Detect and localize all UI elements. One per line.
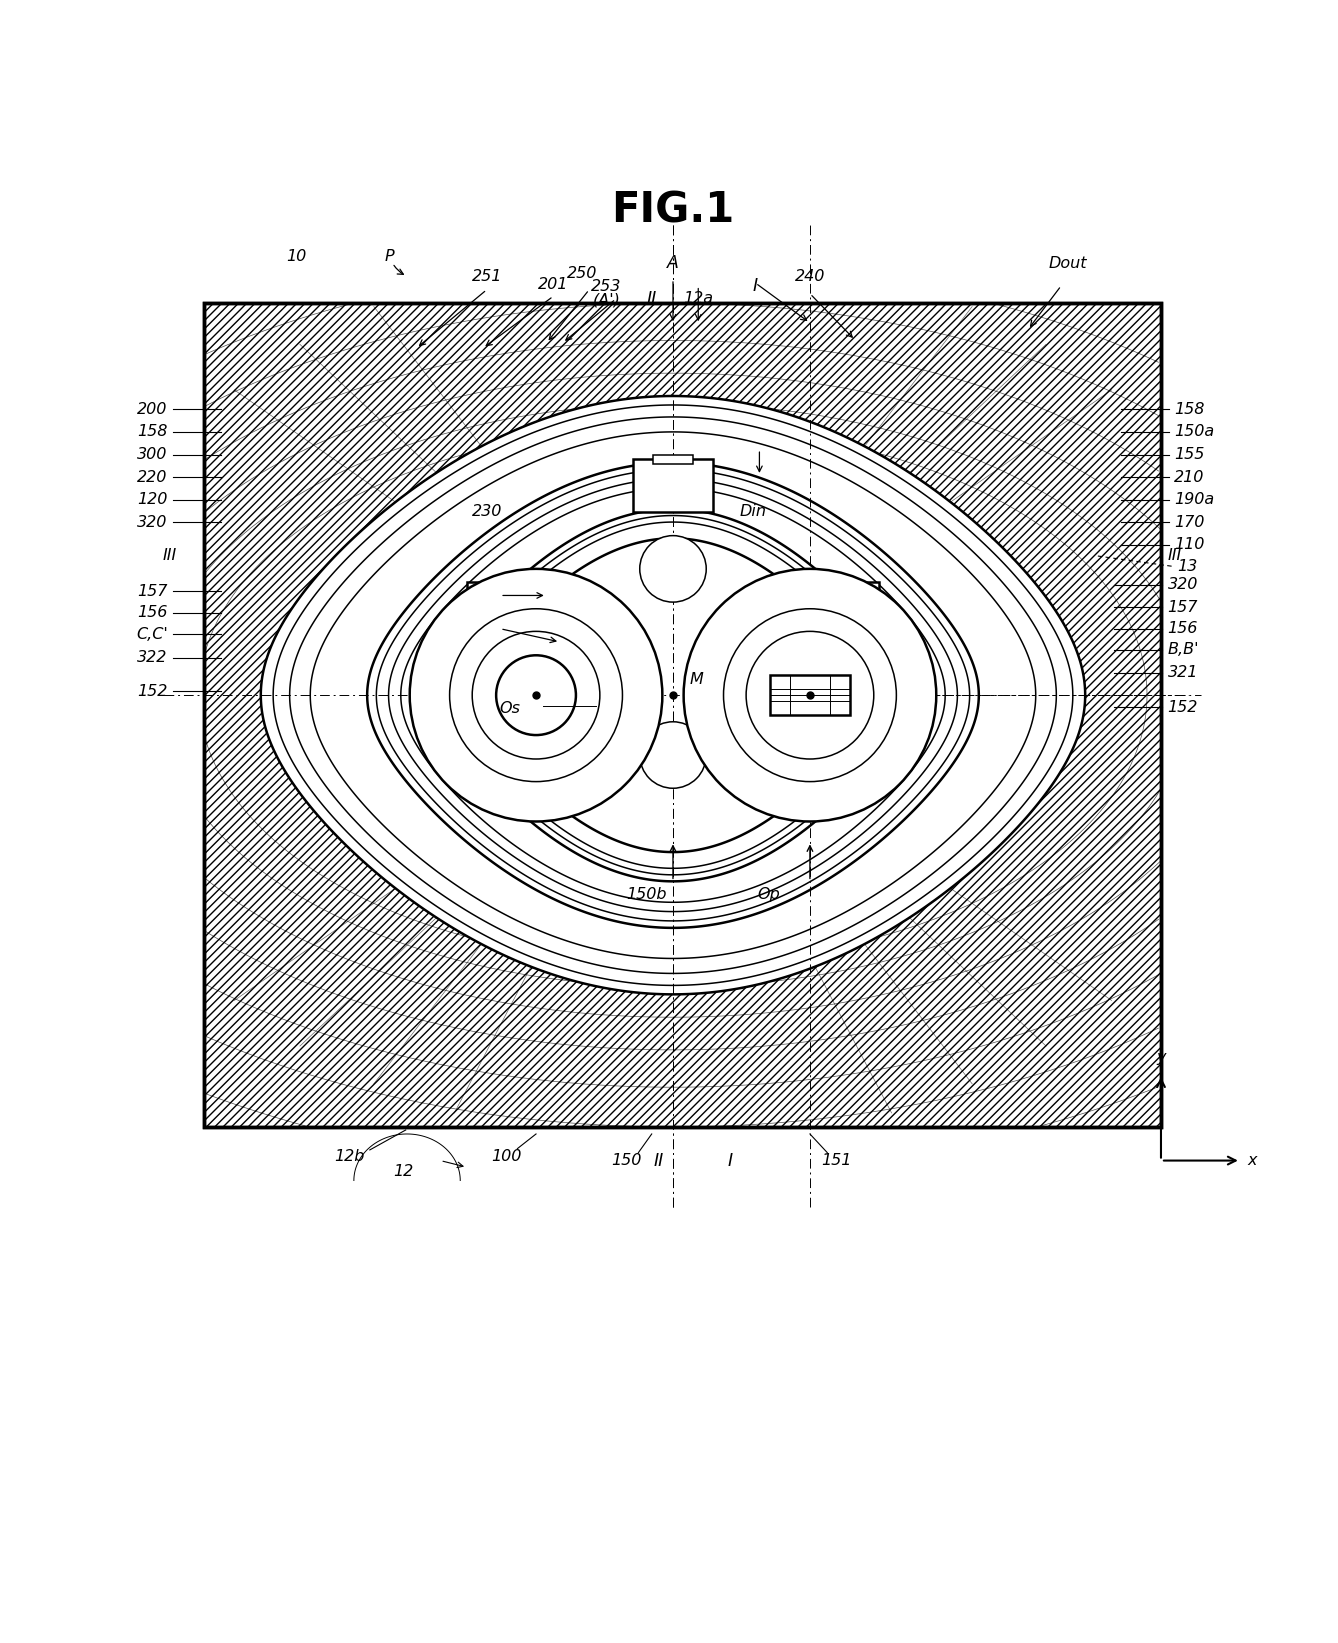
Bar <box>771 675 850 715</box>
Text: 155: 155 <box>1175 447 1204 462</box>
Text: Op: Op <box>757 887 780 902</box>
Circle shape <box>640 536 706 601</box>
Text: 12b: 12b <box>334 1148 365 1165</box>
Text: Dout: Dout <box>1049 256 1088 271</box>
Circle shape <box>496 656 575 734</box>
Text: Os: Os <box>499 702 520 716</box>
Text: x: x <box>1247 1153 1256 1168</box>
Text: 10: 10 <box>286 248 306 265</box>
Text: FIG.1: FIG.1 <box>611 191 735 232</box>
Circle shape <box>640 721 706 789</box>
Text: 110: 110 <box>1175 537 1204 552</box>
Text: III: III <box>1168 549 1181 564</box>
Text: 250: 250 <box>567 266 598 281</box>
Polygon shape <box>474 539 872 853</box>
Text: Din: Din <box>740 504 767 519</box>
Text: III: III <box>163 549 177 564</box>
Text: II: II <box>653 1152 664 1170</box>
Text: 240: 240 <box>795 269 826 284</box>
Text: I: I <box>728 1152 733 1170</box>
Bar <box>467 582 527 623</box>
Text: 120: 120 <box>138 493 167 508</box>
Text: 320: 320 <box>1168 577 1198 593</box>
Text: 158: 158 <box>1175 403 1204 417</box>
Text: 300: 300 <box>138 447 167 462</box>
Text: 200: 200 <box>138 403 167 417</box>
Text: C,C': C,C' <box>136 626 167 641</box>
Text: 12: 12 <box>393 1163 413 1178</box>
Bar <box>653 455 693 465</box>
Text: 210: 210 <box>1175 470 1204 485</box>
Text: 251: 251 <box>472 269 502 284</box>
Text: 253: 253 <box>591 279 622 294</box>
Text: 150: 150 <box>611 1153 642 1168</box>
Text: 156: 156 <box>1168 621 1198 636</box>
Text: 321: 321 <box>1168 665 1198 680</box>
Bar <box>203 302 1161 1127</box>
Text: (A'): (A') <box>593 292 621 307</box>
Text: B,B': B,B' <box>1168 642 1199 657</box>
Text: 201: 201 <box>538 276 569 292</box>
Polygon shape <box>261 396 1085 994</box>
Text: 322: 322 <box>138 651 167 665</box>
Text: 12a: 12a <box>684 291 713 307</box>
Polygon shape <box>367 462 979 928</box>
Text: 158: 158 <box>138 424 167 439</box>
Polygon shape <box>440 509 906 881</box>
Circle shape <box>684 568 937 822</box>
Text: I: I <box>753 276 759 294</box>
Text: 100: 100 <box>491 1148 522 1165</box>
Text: 151: 151 <box>822 1153 852 1168</box>
Text: A: A <box>668 255 678 273</box>
Text: 170: 170 <box>1175 514 1204 529</box>
Text: 157: 157 <box>1168 600 1198 614</box>
Text: II: II <box>646 289 657 307</box>
Text: 320: 320 <box>138 514 167 529</box>
Text: 150b: 150b <box>626 887 666 902</box>
Bar <box>819 582 879 623</box>
Text: y: y <box>1156 1050 1165 1065</box>
Text: 13: 13 <box>1177 559 1198 573</box>
Circle shape <box>409 568 662 822</box>
Text: P: P <box>385 248 395 265</box>
Text: 220: 220 <box>138 470 167 485</box>
Text: 150a: 150a <box>1175 424 1215 439</box>
Text: M: M <box>690 672 704 687</box>
Text: 152: 152 <box>138 683 167 698</box>
Text: 190a: 190a <box>1175 493 1215 508</box>
Text: 152: 152 <box>1168 700 1198 715</box>
Text: 156: 156 <box>138 605 167 621</box>
Text: 157: 157 <box>138 583 167 600</box>
Bar <box>203 302 1161 1127</box>
Text: 230: 230 <box>472 504 502 519</box>
Bar <box>633 458 713 511</box>
